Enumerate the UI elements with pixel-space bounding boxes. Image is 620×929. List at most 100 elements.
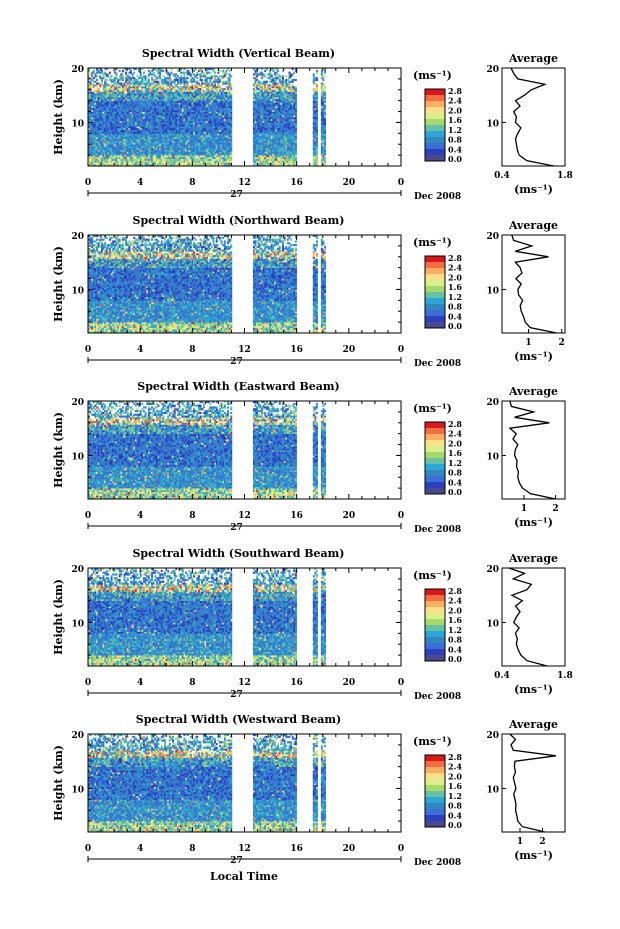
heatmap-cell xyxy=(196,156,199,160)
heatmap-cell xyxy=(197,142,200,145)
heatmap-cell xyxy=(204,147,207,150)
heatmap-cell xyxy=(290,153,293,156)
heatmap-cell xyxy=(128,136,131,140)
heatmap-cell xyxy=(291,149,294,152)
heatmap-cell xyxy=(159,151,162,154)
heatmap-cell xyxy=(204,153,207,156)
heatmap-cell xyxy=(188,162,191,165)
heatmap-cell xyxy=(130,158,132,161)
heatmap-cell xyxy=(141,156,144,160)
heatmap-cell xyxy=(141,160,144,163)
heatmap-cell xyxy=(104,155,107,158)
heatmap-cell xyxy=(252,142,255,145)
heatmap-cell xyxy=(283,144,286,147)
heatmap-cell xyxy=(94,153,97,156)
heatmap-cell xyxy=(206,149,208,152)
heatmap-cell xyxy=(273,153,276,156)
heatmap-cell xyxy=(194,147,197,150)
heatmap-cell xyxy=(207,158,210,161)
heatmap-cell xyxy=(128,160,131,163)
heatmap-cell xyxy=(316,144,318,147)
heatmap-cell xyxy=(183,146,186,149)
heatmap-cell xyxy=(107,155,110,158)
heatmap-cell xyxy=(280,146,283,149)
heatmap-cell xyxy=(104,138,107,141)
heatmap-cell xyxy=(172,146,175,149)
heatmap-cell xyxy=(99,158,102,161)
heatmap-cell xyxy=(218,142,221,145)
heatmap-cell xyxy=(92,153,95,156)
heatmap-cell xyxy=(136,146,139,149)
heatmap-cell xyxy=(141,149,144,152)
heatmap-cell xyxy=(230,149,233,152)
heatmap-cell xyxy=(259,156,262,160)
heatmap-cell xyxy=(154,147,157,150)
heatmap-cell xyxy=(104,135,107,138)
heatmap-cell xyxy=(264,138,267,141)
heatmap-cell xyxy=(180,146,183,149)
heatmap-cell xyxy=(123,147,126,150)
heatmap-cell xyxy=(186,164,189,167)
heatmap-cell xyxy=(172,155,175,158)
heatmap-cell xyxy=(165,146,168,149)
heatmap-cell xyxy=(295,144,297,147)
heatmap-cell xyxy=(117,138,120,141)
heatmap-cell xyxy=(131,164,134,167)
heatmap-cell xyxy=(164,156,166,160)
heatmap-cell xyxy=(149,160,152,163)
heatmap-cell xyxy=(314,142,317,145)
heatmap-cell xyxy=(136,136,139,140)
heatmap-cell xyxy=(278,136,281,140)
heatmap-cell xyxy=(288,155,291,158)
heatmap-cell xyxy=(275,160,278,163)
heatmap-cell xyxy=(280,140,283,143)
heatmap-cell xyxy=(201,144,204,147)
heatmap-cell xyxy=(322,147,325,150)
heatmap-cell xyxy=(222,144,225,147)
heatmap-cell xyxy=(133,158,136,161)
heatmap-cell xyxy=(183,135,186,138)
heatmap-cell xyxy=(88,138,90,141)
heatmap-cell xyxy=(222,140,225,143)
heatmap-cell xyxy=(120,146,123,149)
heatmap-cell xyxy=(267,140,270,143)
heatmap-cell xyxy=(295,147,297,150)
heatmap-cell xyxy=(175,149,178,152)
heatmap-cell xyxy=(282,155,284,158)
heatmap-cell xyxy=(144,147,147,150)
heatmap-cell xyxy=(91,140,94,143)
heatmap-cell xyxy=(152,138,155,141)
heatmap-cell xyxy=(188,147,191,150)
heatmap-cell xyxy=(147,149,150,152)
heatmap-cell xyxy=(295,97,297,100)
heatmap-cell xyxy=(181,147,184,150)
heatmap-cell xyxy=(230,100,233,103)
heatmap-cell xyxy=(146,146,149,149)
heatmap-cell xyxy=(89,156,92,160)
heatmap-cell xyxy=(223,135,226,138)
heatmap-cell xyxy=(186,151,189,154)
heatmap-cell xyxy=(89,151,92,154)
heatmap-cell xyxy=(173,158,176,161)
heatmap-cell xyxy=(123,164,126,167)
heatmap-cell xyxy=(118,151,121,154)
heatmap-cell xyxy=(94,147,97,150)
heatmap-cell xyxy=(196,155,199,158)
heatmap-cell xyxy=(261,155,263,158)
heatmap-cell xyxy=(316,147,318,150)
heatmap-cell xyxy=(225,142,228,145)
heatmap-cell xyxy=(270,138,273,141)
heatmap-cell xyxy=(120,149,123,152)
heatmap-cell xyxy=(215,142,218,145)
heatmap-cell xyxy=(126,146,129,149)
heatmap-cell xyxy=(113,136,116,140)
heatmap-cell xyxy=(256,151,259,154)
heatmap-cell xyxy=(168,155,171,158)
heatmap-cell xyxy=(154,149,157,152)
heatmap-cell xyxy=(295,158,297,161)
heatmap-cell xyxy=(165,142,168,145)
heatmap-cell xyxy=(97,140,100,143)
heatmap-cell xyxy=(175,151,178,154)
heatmap-cell xyxy=(290,136,293,140)
heatmap-cell xyxy=(134,164,137,167)
